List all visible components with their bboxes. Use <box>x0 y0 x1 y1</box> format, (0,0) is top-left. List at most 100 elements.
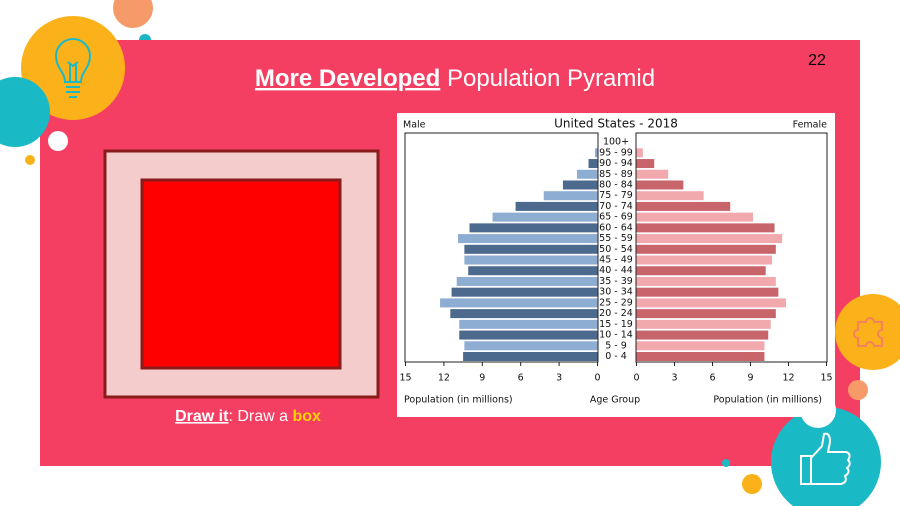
age-label: 0 - 4 <box>605 351 627 362</box>
bar <box>636 319 771 329</box>
age-label: 95 - 99 <box>599 147 633 158</box>
age-label: 55 - 59 <box>599 233 633 244</box>
bar <box>636 191 704 201</box>
x-tick-label: 0 <box>633 373 639 384</box>
decor-circle <box>835 294 900 370</box>
x-tick-label: 6 <box>709 373 715 384</box>
bar <box>468 266 598 276</box>
chart-title: United States - 2018 <box>554 117 678 131</box>
bar <box>636 223 775 233</box>
decor-circle <box>113 0 153 28</box>
decor-circle <box>771 407 881 506</box>
bar <box>459 330 598 340</box>
x-tick-label: 15 <box>820 373 832 384</box>
x-tick-label: 3 <box>671 373 677 384</box>
bar <box>636 234 783 244</box>
age-label: 85 - 89 <box>599 169 633 180</box>
x-tick-label: 6 <box>518 373 524 384</box>
x-tick-label: 9 <box>479 373 485 384</box>
decor-circle <box>0 77 50 147</box>
lightbulb-icon <box>54 38 92 98</box>
left-label: Male <box>403 120 426 131</box>
bar <box>463 352 598 361</box>
decor-circle <box>722 459 730 467</box>
caption-text: : Draw a <box>228 408 292 425</box>
bar <box>588 159 598 169</box>
caption-link[interactable]: Draw it <box>175 408 229 425</box>
bar <box>636 212 754 222</box>
bar <box>636 298 786 308</box>
chart-panel <box>397 113 835 417</box>
decor-circle <box>21 16 125 120</box>
bar <box>451 287 598 297</box>
x-axis-label: Population (in millions) <box>404 395 513 406</box>
age-label: 10 - 14 <box>599 330 633 341</box>
page-number: 22 <box>808 52 826 69</box>
bar <box>457 234 598 244</box>
bar <box>636 276 776 286</box>
bar <box>636 287 779 297</box>
bar <box>464 244 598 254</box>
decor-circle <box>48 131 68 151</box>
age-label: 25 - 29 <box>599 297 633 308</box>
bar <box>636 352 765 361</box>
right-label: Female <box>793 120 828 131</box>
bar <box>492 212 598 222</box>
age-label: 20 - 24 <box>599 308 633 319</box>
bar <box>515 201 598 211</box>
bar <box>459 319 598 329</box>
bar <box>469 223 598 233</box>
decor-circle <box>742 474 762 494</box>
bar <box>636 244 776 254</box>
x-tick-label: 12 <box>438 373 450 384</box>
inner-box <box>140 178 342 370</box>
age-label: 35 - 39 <box>599 276 633 287</box>
bar <box>464 255 598 265</box>
plot-frame <box>635 132 828 363</box>
age-label: 40 - 44 <box>599 265 633 276</box>
x-tick-label: 0 <box>594 373 600 384</box>
x-tick-label: 12 <box>782 373 794 384</box>
bar <box>636 309 776 319</box>
bar <box>636 201 731 211</box>
decor-circle <box>848 380 868 400</box>
bar <box>456 276 598 286</box>
bar <box>562 180 598 190</box>
bar <box>594 148 598 158</box>
thumbs-up-icon <box>800 432 851 485</box>
age-label: 45 - 49 <box>599 255 633 266</box>
age-label: 65 - 69 <box>599 212 633 223</box>
age-label: 100+ <box>603 137 629 148</box>
bar <box>543 191 598 201</box>
age-label: 75 - 79 <box>599 190 633 201</box>
slide-title: More Developed Population Pyramid <box>255 65 655 92</box>
title-rest: Population Pyramid <box>440 65 655 92</box>
bar <box>440 298 598 308</box>
age-label: 90 - 94 <box>599 158 633 169</box>
age-label: 5 - 9 <box>605 340 627 351</box>
x-tick-label: 3 <box>556 373 562 384</box>
bar <box>636 180 684 190</box>
bar <box>636 148 643 158</box>
caption: Draw it: Draw a box <box>175 408 321 425</box>
bar <box>636 169 669 179</box>
x-tick-label: 9 <box>747 373 753 384</box>
age-label: 50 - 54 <box>599 244 633 255</box>
decor-circle <box>25 155 35 165</box>
bar <box>636 330 769 340</box>
x-tick-label: 15 <box>399 373 411 384</box>
title-bold: More Developed <box>255 65 440 92</box>
x-axis-label: Population (in millions) <box>713 395 822 406</box>
age-label: 70 - 74 <box>599 201 633 212</box>
age-label: 15 - 19 <box>599 319 633 330</box>
bar <box>450 309 598 319</box>
plot-frame <box>404 132 599 363</box>
puzzle-icon <box>853 317 883 347</box>
bar <box>577 169 598 179</box>
center-label: Age Group <box>590 395 640 406</box>
bar <box>464 341 598 351</box>
age-label: 30 - 34 <box>599 287 633 298</box>
caption-highlight: box <box>292 408 321 425</box>
